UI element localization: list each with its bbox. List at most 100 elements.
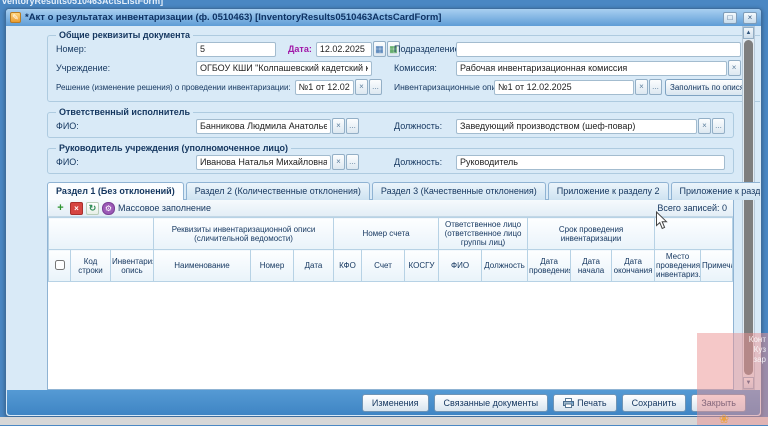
decision-field[interactable]: [294, 79, 354, 95]
inventories-lookup-button[interactable]: ...: [649, 79, 662, 95]
column-header-row-code[interactable]: Код строки: [70, 249, 111, 282]
records-count: Всего записей: 0: [657, 203, 727, 213]
column-header-place[interactable]: Место проведения инвентариз...: [654, 249, 702, 282]
executor-position-field[interactable]: [456, 118, 697, 134]
commission-clear-button[interactable]: ×: [727, 60, 741, 76]
tab-section-1[interactable]: Раздел 1 (Без отклонений): [47, 182, 184, 200]
column-header-kfo[interactable]: КФО: [333, 249, 363, 282]
inventories-label: Инвентаризационные описи:: [394, 82, 508, 92]
executor-legend: Ответственный исполнитель: [59, 107, 191, 117]
print-button-label: Печать: [577, 397, 607, 408]
column-header-account[interactable]: Счет: [361, 249, 406, 282]
head-legend: Руководитель учреждения (уполномоченное …: [59, 143, 288, 153]
column-header-date[interactable]: Дата: [292, 249, 335, 282]
commission-label: Комиссия:: [394, 63, 437, 73]
head-fio-lookup-button[interactable]: ...: [346, 154, 359, 170]
institution-label: Учреждение:: [56, 63, 111, 73]
overlay-text-fragment: Конт: [748, 335, 766, 344]
scrollbar-thumb[interactable]: [744, 40, 753, 375]
column-header-inventory-list[interactable]: Инвентариз... опись: [110, 249, 154, 282]
mouse-cursor: [656, 211, 668, 230]
card-form-window: ✎ *Акт о результатах инвентаризации (ф. …: [5, 8, 762, 417]
head-position-label: Должность:: [394, 157, 443, 167]
head-fieldset: Руководитель учреждения (уполномоченное …: [47, 143, 734, 174]
grid-body: [48, 282, 733, 389]
tab-section-3[interactable]: Раздел 3 (Качественные отклонения): [371, 182, 546, 200]
gear-icon: ⚙: [104, 203, 113, 213]
head-fio-clear-button[interactable]: ×: [332, 154, 345, 170]
column-header-number[interactable]: Номер: [250, 249, 294, 282]
executor-position-label: Должность:: [394, 121, 443, 131]
calendar-icon: ▦: [375, 44, 384, 54]
scroll-up-button[interactable]: ▲: [743, 27, 754, 39]
print-icon: [563, 397, 575, 408]
calendar-fill-button[interactable]: ▦: [386, 41, 400, 57]
column-header-fio[interactable]: ФИО: [438, 249, 483, 282]
column-header-note[interactable]: Примечание: [700, 249, 733, 282]
column-header-name[interactable]: Наименование: [153, 249, 251, 282]
select-all-checkbox[interactable]: [54, 259, 65, 270]
group-header-row: Реквизиты инвентаризационной описи (слич…: [48, 217, 733, 250]
select-all-cell: [48, 249, 71, 282]
delete-row-button[interactable]: ×: [70, 201, 83, 215]
column-header-date-end[interactable]: Дата окончания: [611, 249, 656, 282]
inventories-clear-button[interactable]: ×: [635, 79, 648, 95]
window-title: *Акт о результатах инвентаризации (ф. 05…: [25, 12, 442, 23]
executor-fio-field[interactable]: [196, 118, 331, 134]
tab-annex-2[interactable]: Приложение к разделу 2: [547, 182, 669, 200]
delete-icon: ×: [74, 203, 79, 213]
add-row-button[interactable]: +: [54, 202, 67, 215]
column-header-kosgu[interactable]: КОСГУ: [404, 249, 440, 282]
overlay-text-fragment: зар: [753, 355, 766, 364]
calendar-fill-icon: ▦: [389, 44, 398, 54]
head-position-field[interactable]: [456, 154, 725, 170]
decision-clear-button[interactable]: ×: [355, 79, 368, 95]
group-header-responsible-person: Ответственное лицо (ответственное лицо г…: [438, 217, 529, 250]
commission-field[interactable]: [456, 60, 727, 76]
changes-button[interactable]: Изменения: [361, 393, 429, 412]
number-label: Номер:: [56, 44, 87, 54]
decision-label: Решение (изменение решения) о проведении…: [56, 82, 291, 92]
footer-bar: Изменения Связанные документы Печать Сох…: [7, 390, 760, 415]
clear-icon: ×: [702, 121, 707, 130]
column-header-date-start[interactable]: Дата начала: [570, 249, 613, 282]
column-header-date-held[interactable]: Дата проведения: [527, 249, 572, 282]
calendar-button[interactable]: ▦: [372, 41, 386, 57]
close-window-button[interactable]: ×: [743, 11, 757, 24]
save-button[interactable]: Сохранить: [621, 393, 687, 412]
fill-by-inventories-button[interactable]: Заполнить по описям: [665, 78, 755, 96]
lookup-icon: ...: [652, 82, 659, 91]
decision-lookup-button[interactable]: ...: [369, 79, 382, 95]
screenshot-overlay: Конт Куз зар ❀: [697, 333, 768, 426]
maximize-button[interactable]: □: [723, 11, 737, 24]
tab-annex-3[interactable]: Приложение к разделу 3: [670, 182, 760, 200]
column-header-position[interactable]: Должность: [481, 249, 529, 282]
executor-fio-lookup-button[interactable]: ...: [346, 118, 359, 134]
overlay-text-fragments: Конт Куз зар: [749, 335, 766, 365]
group-header-account-number: Номер счета: [333, 217, 440, 250]
inventories-field[interactable]: [494, 79, 634, 95]
tab-strip: Раздел 1 (Без отклонений) Раздел 2 (Коли…: [47, 182, 760, 200]
executor-position-lookup-button[interactable]: ...: [712, 118, 725, 134]
linked-documents-button[interactable]: Связанные документы: [433, 393, 549, 412]
date-field[interactable]: [315, 41, 372, 57]
executor-fio-clear-button[interactable]: ×: [332, 118, 345, 134]
executor-position-clear-button[interactable]: ×: [698, 118, 711, 134]
department-field[interactable]: [456, 41, 741, 57]
head-fio-field[interactable]: [196, 154, 331, 170]
title-bar[interactable]: ✎ *Акт о результатах инвентаризации (ф. …: [6, 9, 761, 26]
group-header-inventory-period: Срок проведения инвентаризации: [527, 217, 656, 250]
tab-section-2[interactable]: Раздел 2 (Количественные отклонения): [185, 182, 370, 200]
print-button[interactable]: Печать: [553, 393, 617, 412]
clear-icon: ×: [336, 157, 341, 166]
grid: Реквизиты инвентаризационной описи (слич…: [48, 217, 733, 389]
group-header-inventory-requisites: Реквизиты инвентаризационной описи (слич…: [152, 217, 335, 250]
executor-fio-label: ФИО:: [56, 121, 79, 131]
group-header: [48, 217, 154, 250]
number-field[interactable]: [196, 41, 276, 57]
form-icon: ✎: [10, 12, 21, 23]
mass-fill-button[interactable]: ⚙: [102, 201, 115, 215]
general-legend: Общие реквизиты документа: [59, 30, 190, 40]
refresh-button[interactable]: ↻: [86, 201, 99, 215]
form-body: Общие реквизиты документа Номер: Дата: ▦…: [7, 26, 760, 390]
